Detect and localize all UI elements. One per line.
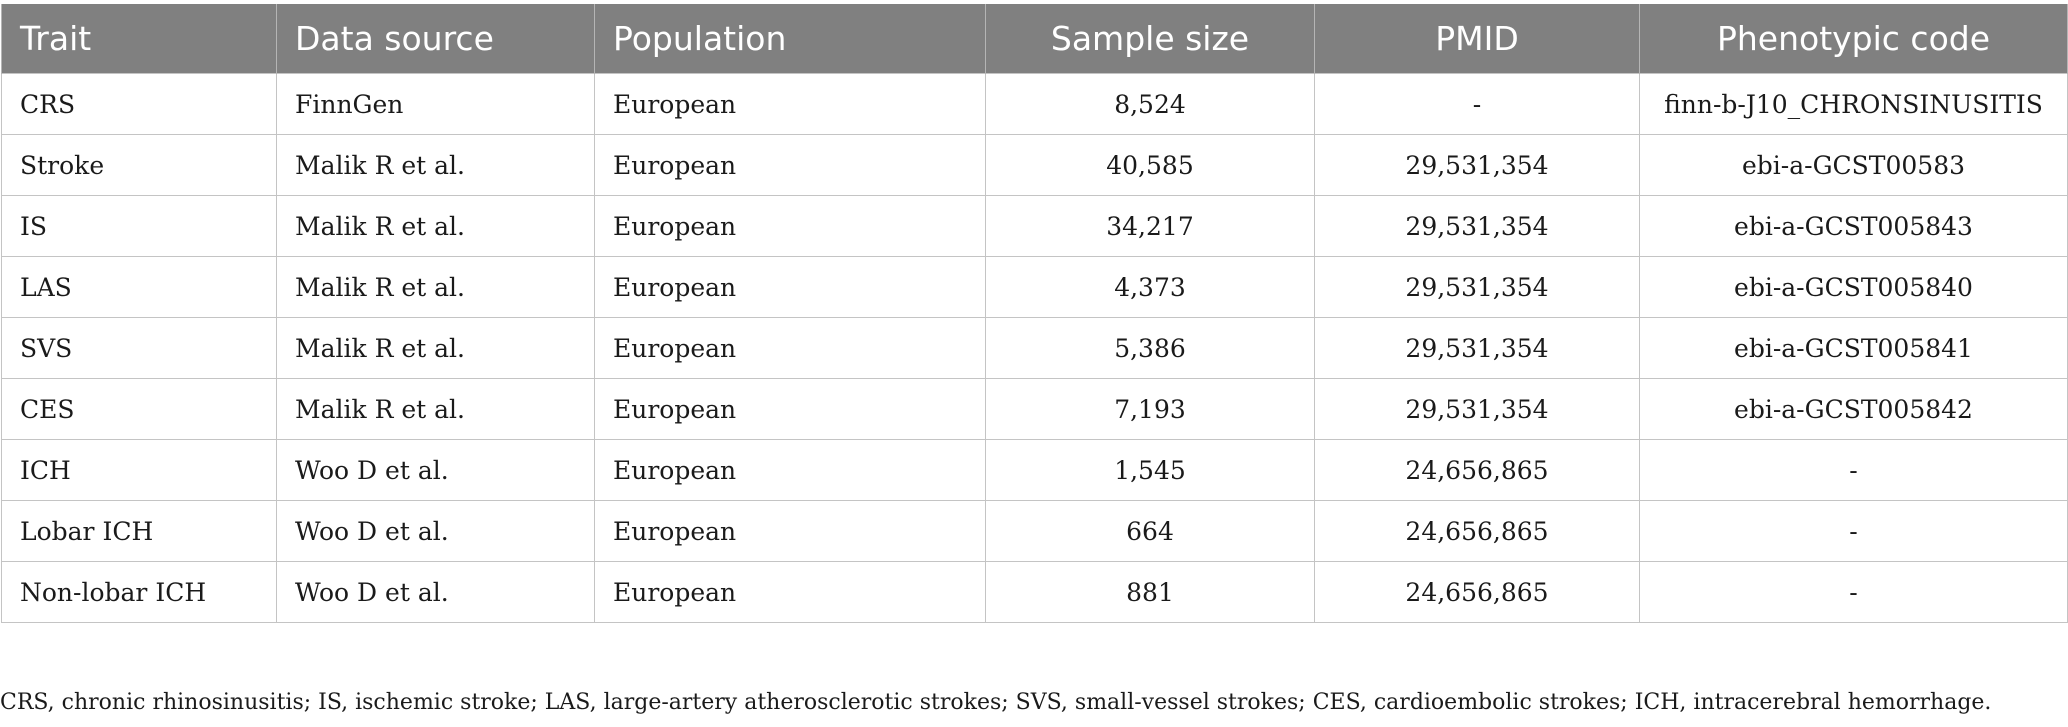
data-table: Trait Data source Population Sample size… — [1, 4, 2068, 623]
cell-trait: SVS — [1, 317, 277, 379]
table-header-row: Trait Data source Population Sample size… — [1, 4, 2068, 74]
cell-data-source: Malik R et al. — [276, 195, 595, 257]
cell-trait: CRS — [1, 73, 277, 135]
cell-pmid: 29,531,354 — [1314, 134, 1640, 196]
cell-phenotypic-code: - — [1639, 500, 2068, 562]
cell-sample-size: 34,217 — [985, 195, 1315, 257]
cell-trait: LAS — [1, 256, 277, 318]
table-row: SVS Malik R et al. European 5,386 29,531… — [1, 317, 2068, 379]
cell-population: European — [594, 378, 986, 440]
cell-trait: Stroke — [1, 134, 277, 196]
cell-population: European — [594, 195, 986, 257]
cell-pmid: 29,531,354 — [1314, 195, 1640, 257]
cell-pmid: 29,531,354 — [1314, 256, 1640, 318]
table-row: LAS Malik R et al. European 4,373 29,531… — [1, 256, 2068, 318]
cell-phenotypic-code: ebi-a-GCST005840 — [1639, 256, 2068, 318]
cell-phenotypic-code: ebi-a-GCST005842 — [1639, 378, 2068, 440]
table-row: Lobar ICH Woo D et al. European 664 24,6… — [1, 500, 2068, 562]
cell-pmid: 29,531,354 — [1314, 378, 1640, 440]
cell-sample-size: 664 — [985, 500, 1315, 562]
cell-phenotypic-code: - — [1639, 439, 2068, 501]
cell-phenotypic-code: ebi-a-GCST005841 — [1639, 317, 2068, 379]
cell-population: European — [594, 134, 986, 196]
table-footnote: CRS, chronic rhinosinusitis; IS, ischemi… — [0, 690, 1992, 715]
cell-trait: IS — [1, 195, 277, 257]
header-sample-size: Sample size — [985, 4, 1315, 74]
cell-data-source: Woo D et al. — [276, 561, 595, 623]
cell-phenotypic-code: ebi-a-GCST00583 — [1639, 134, 2068, 196]
cell-data-source: Woo D et al. — [276, 439, 595, 501]
header-pmid: PMID — [1314, 4, 1640, 74]
cell-pmid: 24,656,865 — [1314, 561, 1640, 623]
cell-sample-size: 5,386 — [985, 317, 1315, 379]
cell-sample-size: 7,193 — [985, 378, 1315, 440]
data-table-container: Trait Data source Population Sample size… — [1, 4, 2068, 623]
cell-phenotypic-code: ebi-a-GCST005843 — [1639, 195, 2068, 257]
cell-population: European — [594, 73, 986, 135]
cell-trait: Non-lobar ICH — [1, 561, 277, 623]
table-row: CRS FinnGen European 8,524 - finn-b-J10_… — [1, 73, 2068, 135]
table-row: ICH Woo D et al. European 1,545 24,656,8… — [1, 439, 2068, 501]
cell-population: European — [594, 561, 986, 623]
cell-population: European — [594, 256, 986, 318]
cell-population: European — [594, 317, 986, 379]
cell-population: European — [594, 439, 986, 501]
header-trait: Trait — [1, 4, 277, 74]
cell-trait: Lobar ICH — [1, 500, 277, 562]
cell-data-source: Malik R et al. — [276, 317, 595, 379]
cell-pmid: 24,656,865 — [1314, 500, 1640, 562]
header-data-source: Data source — [276, 4, 595, 74]
cell-pmid: 24,656,865 — [1314, 439, 1640, 501]
cell-data-source: FinnGen — [276, 73, 595, 135]
cell-population: European — [594, 500, 986, 562]
cell-sample-size: 4,373 — [985, 256, 1315, 318]
cell-pmid: - — [1314, 73, 1640, 135]
table-row: Non-lobar ICH Woo D et al. European 881 … — [1, 561, 2068, 623]
cell-trait: ICH — [1, 439, 277, 501]
cell-sample-size: 40,585 — [985, 134, 1315, 196]
cell-sample-size: 8,524 — [985, 73, 1315, 135]
cell-sample-size: 881 — [985, 561, 1315, 623]
table-row: Stroke Malik R et al. European 40,585 29… — [1, 134, 2068, 196]
cell-sample-size: 1,545 — [985, 439, 1315, 501]
header-population: Population — [594, 4, 986, 74]
cell-data-source: Malik R et al. — [276, 378, 595, 440]
cell-phenotypic-code: finn-b-J10_CHRONSINUSITIS — [1639, 73, 2068, 135]
cell-data-source: Malik R et al. — [276, 134, 595, 196]
header-phenotypic-code: Phenotypic code — [1639, 4, 2068, 74]
table-row: IS Malik R et al. European 34,217 29,531… — [1, 195, 2068, 257]
cell-pmid: 29,531,354 — [1314, 317, 1640, 379]
table-row: CES Malik R et al. European 7,193 29,531… — [1, 378, 2068, 440]
cell-phenotypic-code: - — [1639, 561, 2068, 623]
cell-data-source: Malik R et al. — [276, 256, 595, 318]
cell-data-source: Woo D et al. — [276, 500, 595, 562]
cell-trait: CES — [1, 378, 277, 440]
